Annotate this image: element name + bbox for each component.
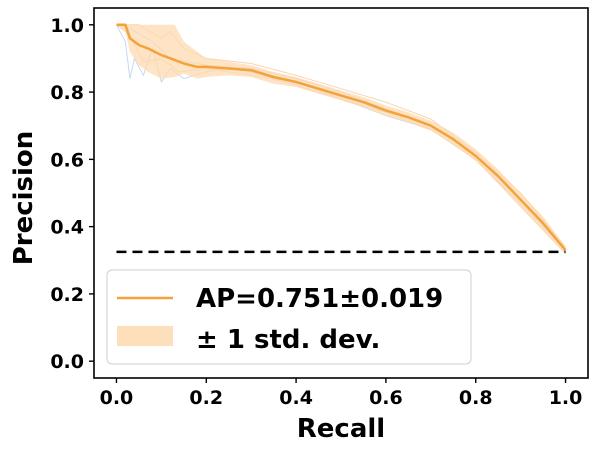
x-axis: 0.0 0.2 0.4 0.6 0.8 1.0: [100, 378, 583, 409]
x-tick-label-1: 0.2: [189, 387, 223, 409]
legend-label-std: ± 1 std. dev.: [196, 325, 380, 355]
y-tick-label-0: 0.0: [50, 351, 84, 373]
x-axis-label: Recall: [297, 414, 385, 444]
x-tick-label-5: 1.0: [549, 387, 583, 409]
x-tick-label-3: 0.6: [369, 387, 403, 409]
mean-pr-curve-0: [116, 23, 567, 251]
y-axis: 0.0 0.2 0.4 0.6 0.8 1.0: [50, 15, 94, 373]
std-band: [116, 24, 566, 254]
legend-box: [106, 269, 472, 365]
y-axis-label: Precision: [9, 131, 39, 266]
y-tick-label-1: 0.2: [50, 284, 84, 306]
y-tick-label-2: 0.4: [50, 217, 84, 239]
x-tick-label-0: 0.0: [100, 387, 134, 409]
plot-frame: [93, 7, 589, 379]
y-tick-label-3: 0.6: [50, 149, 84, 171]
legend: AP=0.751±0.019 ± 1 std. dev.: [106, 269, 472, 365]
y-tick-label-5: 1.0: [50, 15, 84, 37]
x-tick-label-4: 0.8: [459, 387, 493, 409]
legend-label-ap: AP=0.751±0.019: [196, 284, 443, 314]
plot-area: [116, 23, 567, 254]
x-tick-label-2: 0.4: [279, 387, 313, 409]
legend-band-swatch: [117, 326, 173, 346]
y-tick-label-4: 0.8: [50, 82, 84, 104]
